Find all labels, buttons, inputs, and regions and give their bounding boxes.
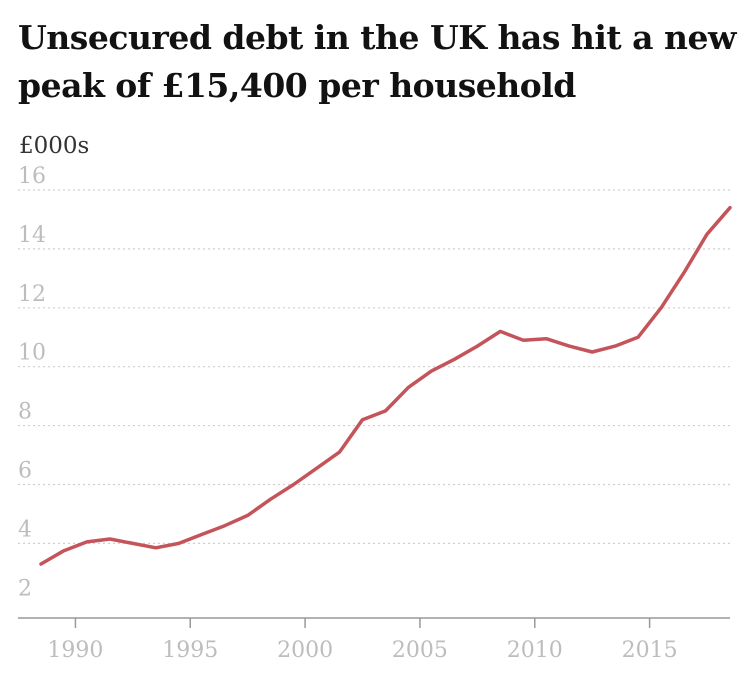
y-tick-label: 8: [18, 400, 32, 425]
chart-title: Unsecured debt in the UK has hit a new p…: [18, 18, 736, 105]
x-tick-label: 2000: [277, 638, 333, 663]
y-tick-label: 2: [18, 576, 32, 601]
series-line-debt-per-household: [39, 205, 732, 566]
x-tick-label: 1995: [162, 638, 218, 663]
x-tick-label: 2015: [622, 638, 678, 663]
y-tick-label: 12: [18, 282, 46, 307]
y-tick-label: 6: [18, 458, 32, 483]
gridlines: [18, 189, 730, 544]
y-tick-label: 4: [18, 517, 32, 542]
y-tick-label: 16: [18, 164, 46, 189]
x-tick-label: 2005: [392, 638, 448, 663]
y-tick-label: 14: [18, 223, 46, 248]
y-axis-ticks: 2 4 6 8 10 12 14 16: [18, 164, 46, 601]
plot-area: [39, 205, 732, 566]
x-tick-label: 2010: [507, 638, 563, 663]
y-axis-unit-label: £000s: [19, 133, 90, 159]
y-tick-label: 10: [18, 341, 46, 366]
x-tick-label: 1990: [47, 638, 103, 663]
x-axis: 1990 1995 2000 2005 2010 2015: [18, 617, 730, 663]
